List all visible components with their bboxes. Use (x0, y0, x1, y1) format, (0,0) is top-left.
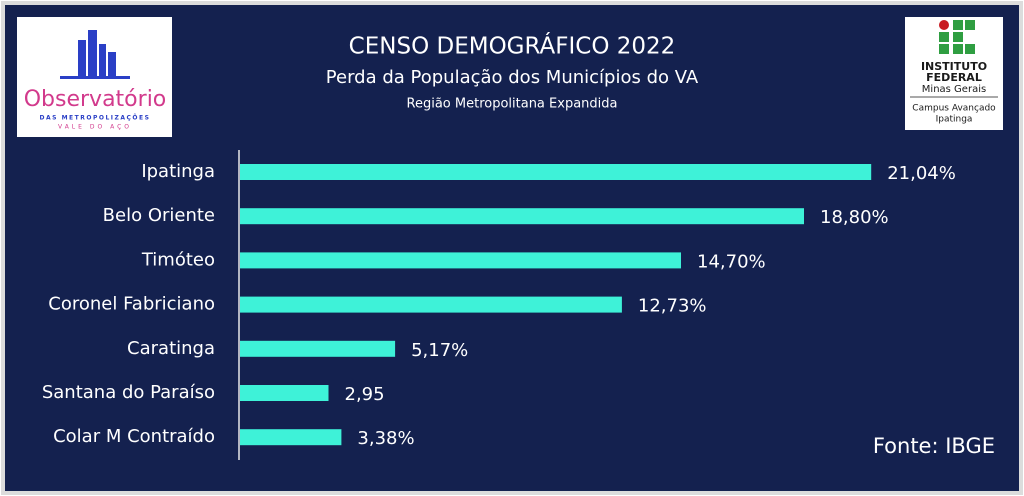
y-tick-label: Coronel Fabriciano (48, 294, 215, 315)
data-label: 18,80% (820, 207, 889, 228)
bar (240, 208, 804, 225)
data-label: 12,73% (638, 296, 707, 317)
y-tick-label: Ipatinga (141, 161, 215, 182)
logo-line: FEDERAL (926, 71, 982, 84)
bar (240, 340, 396, 357)
y-tick-label: Colar M Contraído (53, 426, 215, 447)
logo-line: INSTITUTO (921, 60, 987, 73)
chart-subsubtitle: Região Metropolitana Expandida (407, 97, 618, 112)
bar (240, 252, 681, 269)
y-tick-label: Belo Oriente (103, 205, 215, 226)
logo-right: INSTITUTO FEDERAL Minas Gerais Campus Av… (905, 17, 1003, 130)
logo-line: Campus Avançado (912, 104, 996, 114)
data-label: 5,17% (411, 340, 468, 361)
y-tick-label: Caratinga (127, 338, 215, 359)
chart-subtitle: Perda da População dos Municípios do VA (326, 67, 699, 88)
bar (240, 429, 342, 446)
bar (240, 164, 872, 180)
logo-name: Observatório (24, 87, 167, 112)
source: Fonte: IBGE (873, 434, 995, 458)
logo-line: Minas Gerais (922, 84, 986, 95)
logo-dot (939, 20, 949, 30)
data-label: 14,70% (697, 251, 766, 272)
logo-line: Ipatinga (936, 115, 973, 125)
y-tick-label: Timóteo (141, 249, 215, 270)
logo-line: VALE DO AÇO (58, 124, 132, 131)
logo-icon (60, 30, 130, 79)
logo-line: DAS METROPOLIZAÇÕES (40, 115, 151, 122)
data-label: 3,38% (357, 428, 414, 449)
bar (240, 296, 622, 313)
bar (240, 385, 329, 401)
data-label: 2,95 (345, 384, 385, 405)
logo-icon (939, 20, 975, 54)
logo-left: Observatório DAS METROPOLIZAÇÕES VALE DO… (17, 17, 172, 137)
y-tick-label: Santana do Paraíso (42, 382, 215, 403)
chart-title: CENSO DEMOGRÁFICO 2022 (349, 32, 676, 60)
data-label: 21,04% (887, 163, 956, 184)
